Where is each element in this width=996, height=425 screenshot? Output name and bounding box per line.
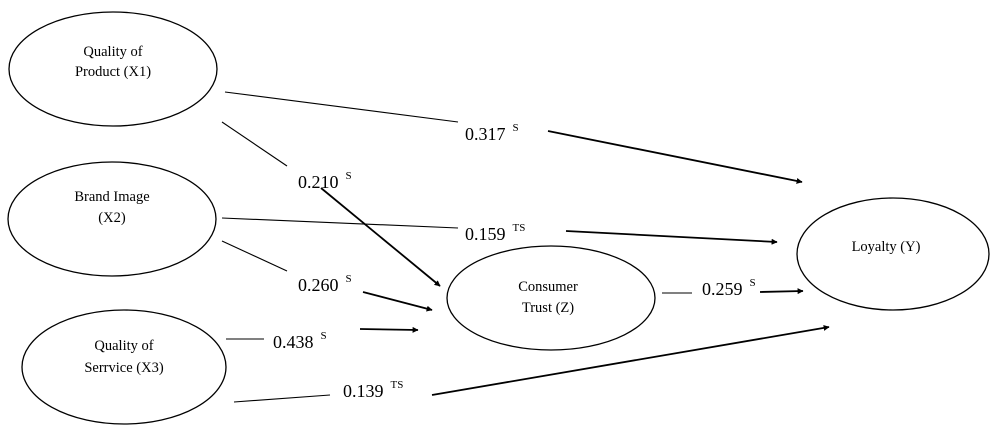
coefficient: 0.139 bbox=[343, 381, 384, 401]
node-x3-ellipse bbox=[21, 309, 227, 425]
node-x1-label-line1: Quality of bbox=[83, 44, 142, 60]
node-y: Loyalty (Y) bbox=[796, 197, 990, 311]
node-z-ellipse bbox=[446, 245, 656, 351]
node-x2-label-line2: (X2) bbox=[98, 210, 126, 226]
path-label-x2-z: 0.260 S bbox=[298, 273, 352, 295]
node-x1: Quality of Product (X1) bbox=[8, 11, 218, 127]
coefficient: 0.317 bbox=[465, 124, 506, 144]
node-x2-ellipse bbox=[7, 161, 217, 277]
significance-mark: TS bbox=[513, 222, 526, 234]
path-label-x1-y: 0.317 S bbox=[465, 122, 519, 144]
edge-x1-z-tail bbox=[221, 121, 288, 167]
edge-x1-z-arrow bbox=[320, 187, 441, 287]
coefficient: 0.259 bbox=[702, 279, 743, 299]
path-label-z-y: 0.259 S bbox=[702, 277, 756, 299]
edge-x2-y-tail bbox=[221, 217, 459, 229]
edge-x1-y-arrow bbox=[547, 130, 803, 184]
significance-mark: S bbox=[346, 170, 352, 182]
significance-mark: S bbox=[346, 273, 352, 285]
node-x3-label-line2: Serrvice (X3) bbox=[84, 360, 163, 376]
path-labels: 0.317 S 0.210 S 0.159 TS 0.260 S 0.438 S… bbox=[273, 122, 756, 401]
node-x3-label-line1: Quality of bbox=[94, 338, 153, 354]
edge-x2-z-arrow bbox=[362, 291, 433, 312]
edges bbox=[221, 91, 830, 403]
coefficient: 0.438 bbox=[273, 332, 314, 352]
significance-mark: S bbox=[513, 122, 519, 134]
edge-x2-z-tail bbox=[221, 240, 288, 272]
edge-x2-y-arrow bbox=[565, 230, 778, 245]
node-y-label: Loyalty (Y) bbox=[852, 239, 921, 255]
edge-x1-y-tail bbox=[224, 91, 459, 123]
coefficient: 0.210 bbox=[298, 172, 339, 192]
node-x2: Brand Image (X2) bbox=[7, 161, 217, 277]
coefficient: 0.260 bbox=[298, 275, 339, 295]
node-x1-label-line2: Product (X1) bbox=[75, 64, 151, 80]
significance-mark: S bbox=[750, 277, 756, 289]
node-z-label-line1: Consumer bbox=[518, 279, 578, 295]
path-label-x1-z: 0.210 S bbox=[298, 170, 352, 192]
node-x3: Quality of Serrvice (X3) bbox=[21, 309, 227, 425]
node-x2-label-line1: Brand Image bbox=[74, 189, 149, 205]
edge-x3-y-arrow bbox=[431, 324, 830, 396]
edge-z-y-arrow bbox=[759, 288, 804, 295]
path-label-x2-y: 0.159 TS bbox=[465, 222, 525, 244]
significance-mark: S bbox=[321, 330, 327, 342]
path-label-x3-z: 0.438 S bbox=[273, 330, 327, 352]
path-label-x3-y: 0.139 TS bbox=[343, 379, 403, 401]
node-y-ellipse bbox=[796, 197, 990, 311]
node-z-label-line2: Trust (Z) bbox=[522, 300, 574, 316]
edge-x3-z-arrow bbox=[359, 326, 419, 333]
edge-x3-y-tail bbox=[233, 394, 331, 403]
node-z: Consumer Trust (Z) bbox=[446, 245, 656, 351]
coefficient: 0.159 bbox=[465, 224, 506, 244]
significance-mark: TS bbox=[391, 379, 404, 391]
node-x1-ellipse bbox=[8, 11, 218, 127]
